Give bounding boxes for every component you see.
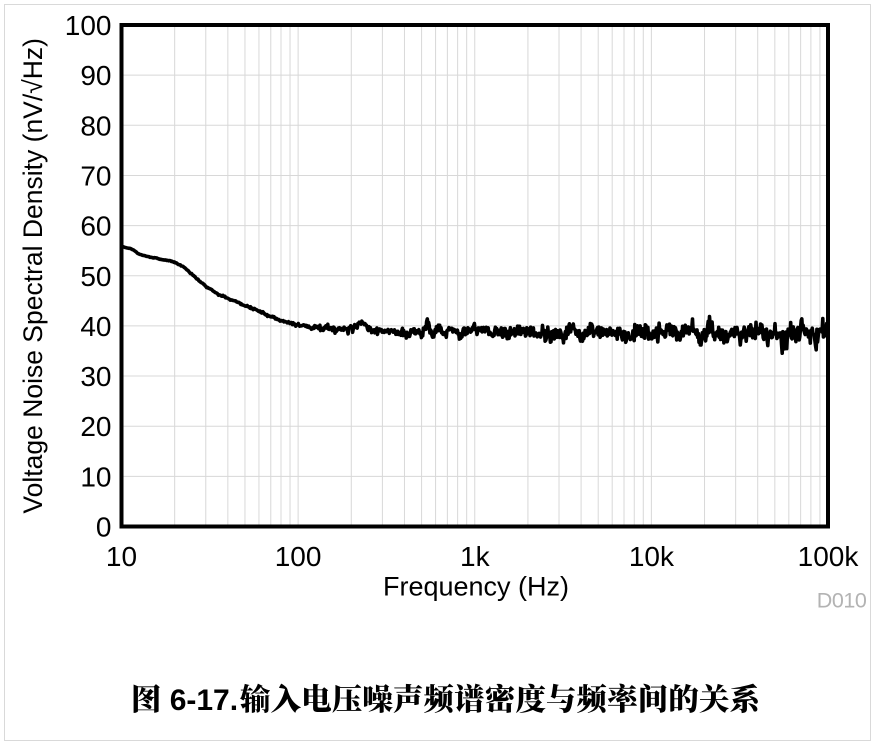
- svg-text:100: 100: [275, 541, 322, 572]
- svg-text:1k: 1k: [460, 541, 491, 572]
- svg-text:100k: 100k: [798, 541, 860, 572]
- svg-text:Voltage Noise Spectral Density: Voltage Noise Spectral Density (nV/√Hz): [18, 38, 48, 514]
- svg-text:0: 0: [96, 512, 112, 543]
- svg-text:100: 100: [65, 10, 112, 41]
- svg-text:Frequency (Hz): Frequency (Hz): [383, 572, 569, 602]
- svg-text:40: 40: [80, 311, 111, 342]
- svg-text:80: 80: [80, 110, 111, 141]
- svg-text:10: 10: [80, 461, 111, 492]
- svg-text:20: 20: [80, 411, 111, 442]
- svg-text:90: 90: [80, 60, 111, 91]
- svg-text:10: 10: [106, 541, 137, 572]
- svg-text:D010: D010: [817, 589, 867, 613]
- svg-text:70: 70: [80, 161, 111, 192]
- svg-text:50: 50: [80, 261, 111, 292]
- svg-text:60: 60: [80, 211, 111, 242]
- svg-text:10k: 10k: [629, 541, 675, 572]
- svg-text:6-17.: 6-17.: [170, 684, 238, 717]
- svg-text:30: 30: [80, 361, 111, 392]
